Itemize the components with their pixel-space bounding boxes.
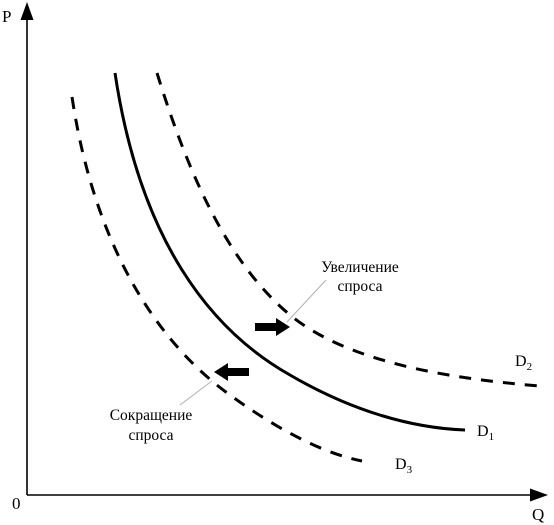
demand-curve-d2: [155, 72, 541, 388]
decrease-label-line1: Сокращение: [110, 407, 193, 424]
d2-label: D2: [515, 353, 532, 373]
y-axis-arrowhead: [20, 2, 34, 20]
decrease-leader-line: [179, 380, 213, 406]
y-axis-label: P: [2, 7, 11, 26]
increase-leader-line: [286, 279, 327, 323]
demand-curve-d1: [113, 72, 466, 432]
d2-index: 2: [527, 361, 533, 373]
x-axis-arrowhead: [530, 488, 548, 502]
origin-label: 0: [12, 494, 21, 513]
demand-curve-d3: [70, 96, 363, 463]
d1-index: 1: [489, 431, 495, 443]
x-axis-label: Q: [532, 505, 544, 524]
d3-letter: D: [395, 456, 407, 473]
d1-letter: D: [477, 423, 489, 440]
left-shift-arrow: [214, 363, 249, 381]
d2-letter: D: [515, 353, 527, 370]
d3-index: 3: [407, 464, 413, 476]
right-shift-arrow: [255, 318, 290, 336]
decrease-label-line2: спроса: [128, 427, 173, 444]
d3-label: D3: [395, 456, 413, 476]
d1-label: D1: [477, 423, 494, 443]
increase-label-line2: спроса: [337, 278, 382, 295]
increase-label-line1: Увеличение: [321, 259, 399, 276]
